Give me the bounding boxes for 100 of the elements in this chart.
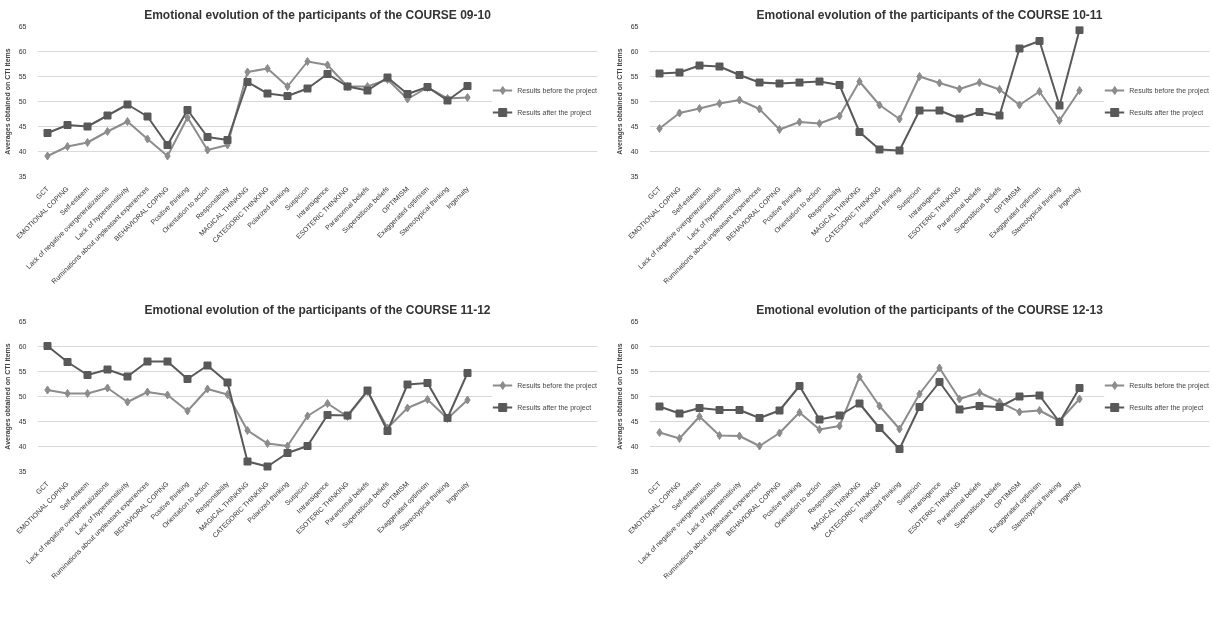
- point: [775, 406, 784, 415]
- point: [383, 427, 392, 435]
- point: [1036, 406, 1043, 415]
- point: [735, 71, 744, 79]
- point: [875, 145, 884, 154]
- point: [935, 378, 944, 386]
- point: [675, 409, 684, 418]
- point: [716, 431, 723, 440]
- point: [975, 108, 984, 116]
- chart-title: Emotional evolution of the participants of the COURSE 09-10: [144, 7, 492, 22]
- point: [284, 82, 291, 91]
- point: [695, 404, 704, 412]
- point: [164, 151, 171, 161]
- point: [243, 457, 252, 466]
- point: [44, 151, 51, 161]
- point: [736, 431, 743, 441]
- point: [895, 146, 904, 155]
- point: [976, 388, 983, 397]
- point: [264, 439, 271, 448]
- point: [64, 142, 71, 151]
- point: [123, 372, 132, 381]
- point: [655, 402, 664, 411]
- point: [104, 383, 111, 393]
- point: [756, 104, 763, 114]
- point: [915, 106, 924, 115]
- point: [303, 442, 312, 450]
- point: [815, 415, 824, 424]
- point: [43, 129, 52, 137]
- point: [43, 342, 52, 350]
- point: [835, 411, 844, 420]
- point: [304, 411, 311, 421]
- point: [283, 92, 292, 100]
- point: [83, 122, 92, 131]
- point: [1015, 44, 1024, 53]
- point: [1035, 37, 1044, 45]
- point: [403, 90, 412, 98]
- point: [896, 424, 903, 434]
- point: [304, 57, 311, 66]
- point: [956, 394, 963, 404]
- point: [204, 145, 211, 155]
- point: [796, 408, 803, 417]
- point: [996, 85, 1003, 94]
- point: [956, 84, 963, 94]
- point: [403, 380, 412, 389]
- point: [856, 372, 863, 382]
- point: [244, 67, 251, 77]
- point: [283, 449, 292, 457]
- point: [363, 86, 372, 95]
- point: [144, 134, 151, 144]
- point: [755, 78, 764, 87]
- point: [163, 357, 172, 366]
- point: [104, 127, 111, 136]
- point: [775, 79, 784, 88]
- point: [324, 60, 331, 70]
- point: [1075, 384, 1084, 392]
- point: [696, 412, 703, 421]
- point: [404, 403, 411, 413]
- point: [123, 100, 132, 109]
- point: [63, 358, 72, 366]
- point: [124, 117, 131, 126]
- point: [876, 401, 883, 411]
- point: [1056, 116, 1063, 125]
- point: [896, 114, 903, 124]
- chart-title: Emotional evolution of the participants of the COURSE 10-11: [756, 7, 1103, 22]
- point: [935, 106, 944, 115]
- point: [715, 406, 724, 414]
- point: [835, 81, 844, 89]
- point: [895, 445, 904, 453]
- point: [676, 434, 683, 443]
- point: [736, 95, 743, 105]
- point: [263, 462, 272, 471]
- point: [696, 104, 703, 113]
- point: [1016, 100, 1023, 110]
- point: [184, 406, 191, 416]
- point: [776, 125, 783, 134]
- point: [936, 78, 943, 88]
- point: [64, 389, 71, 398]
- point: [243, 78, 252, 86]
- point: [955, 405, 964, 414]
- point: [103, 365, 112, 374]
- point: [915, 403, 924, 411]
- point: [183, 375, 192, 383]
- point: [103, 111, 112, 120]
- point: [163, 141, 172, 149]
- point: [223, 378, 232, 387]
- point: [1035, 391, 1044, 400]
- point: [303, 84, 312, 93]
- point: [1036, 87, 1043, 96]
- point: [424, 395, 431, 404]
- point: [143, 112, 152, 121]
- point: [855, 399, 864, 408]
- point: [695, 61, 704, 70]
- point: [836, 111, 843, 121]
- point: [756, 441, 763, 451]
- point: [464, 93, 471, 102]
- point: [816, 425, 823, 434]
- point: [676, 108, 683, 118]
- point: [995, 111, 1004, 120]
- point: [184, 113, 191, 122]
- point: [656, 428, 663, 437]
